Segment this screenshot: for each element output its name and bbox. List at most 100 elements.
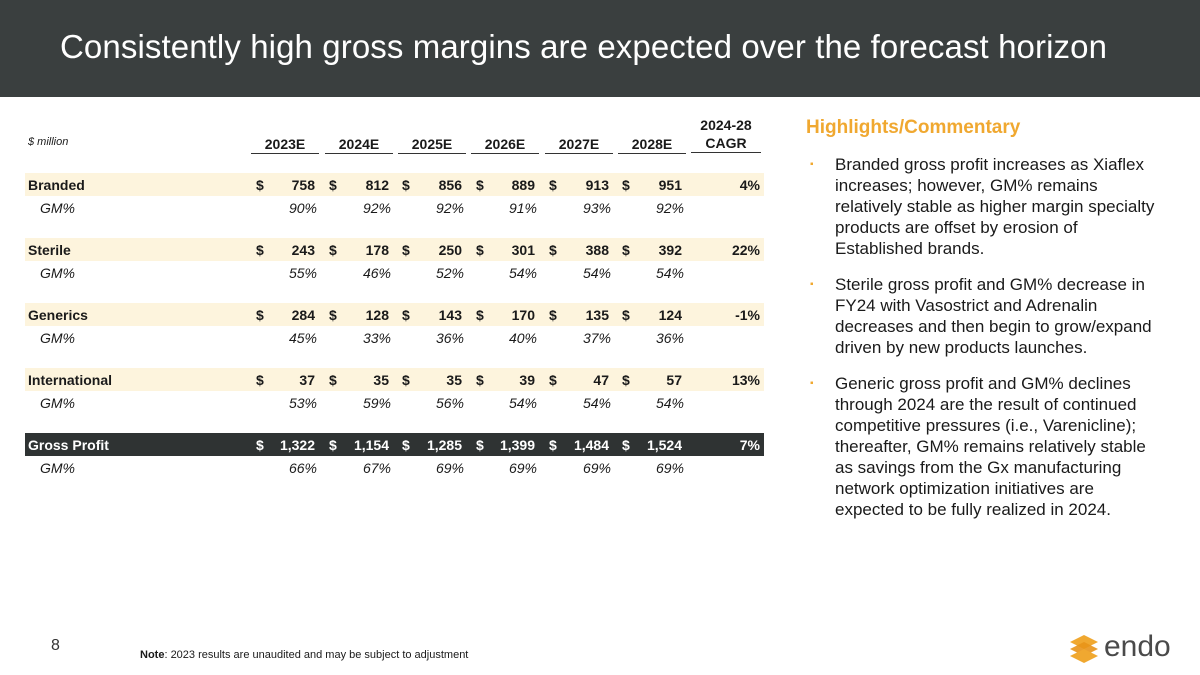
table-row: Gross Profit $1,322 $1,154 $1,285 $1,399 $1,4… xyxy=(25,433,764,456)
gm-value: 56% xyxy=(435,395,464,411)
table-header: $ million 2024-28 CAGR 2023E 2024E 2025E 20… xyxy=(25,110,764,154)
gm-label: GM% xyxy=(40,460,75,476)
cagr-header-line2: CAGR xyxy=(705,135,747,151)
currency-symbol: $ xyxy=(476,372,484,388)
gm-value: 54% xyxy=(655,265,684,281)
row-spacer xyxy=(25,349,764,368)
currency-symbol: $ xyxy=(329,307,337,323)
table-row: Sterile $243 $178 $250 $301 $388 $392 22% xyxy=(25,238,764,261)
gross-profit-table: $ million 2024-28 CAGR 2023E 2024E 2025E 20… xyxy=(25,110,764,479)
gm-value: 67% xyxy=(362,460,391,476)
gm-value: 92% xyxy=(362,200,391,216)
cagr-value: -1% xyxy=(735,307,760,323)
cell-value: 392 xyxy=(658,242,682,258)
gm-row: GM% 66% 67% 69% 69% 69% 69% xyxy=(25,456,764,479)
cell-value: 1,322 xyxy=(279,437,315,453)
currency-symbol: $ xyxy=(256,372,264,388)
currency-symbol: $ xyxy=(402,242,410,258)
gm-row: GM% 55% 46% 52% 54% 54% 54% xyxy=(25,261,764,284)
cell-value: 47 xyxy=(593,372,609,388)
cell-value: 758 xyxy=(291,177,315,193)
currency-symbol: $ xyxy=(622,242,630,258)
cell-value: 1,285 xyxy=(426,437,462,453)
currency-symbol: $ xyxy=(549,242,557,258)
gm-value: 33% xyxy=(362,330,391,346)
cagr-header: 2024-28 CAGR xyxy=(691,116,761,153)
row-label: Gross Profit xyxy=(28,437,109,453)
gm-label: GM% xyxy=(40,395,75,411)
cell-value: 124 xyxy=(658,307,682,323)
gm-value: 90% xyxy=(288,200,317,216)
cell-value: 178 xyxy=(365,242,389,258)
bullet-text: Generic gross profit and GM% declines th… xyxy=(835,374,1146,519)
cell-value: 1,524 xyxy=(646,437,682,453)
gm-label: GM% xyxy=(40,265,75,281)
footnote: Note: 2023 results are unaudited and may… xyxy=(140,649,468,661)
cagr-value: 13% xyxy=(731,372,760,388)
gm-value: 36% xyxy=(435,330,464,346)
footnote-text: : 2023 results are unaudited and may be … xyxy=(164,649,469,661)
year-header: 2025E xyxy=(398,136,466,154)
gm-value: 69% xyxy=(582,460,611,476)
commentary-bullet: ▪ Generic gross profit and GM% declines … xyxy=(806,373,1166,520)
gm-value: 92% xyxy=(435,200,464,216)
endo-logo: endo xyxy=(1068,630,1178,666)
row-spacer xyxy=(25,414,764,433)
cell-value: 913 xyxy=(585,177,609,193)
gm-value: 45% xyxy=(288,330,317,346)
cell-value: 951 xyxy=(658,177,682,193)
row-label: Sterile xyxy=(28,242,71,258)
currency-symbol: $ xyxy=(329,242,337,258)
currency-symbol: $ xyxy=(476,177,484,193)
row-spacer xyxy=(25,284,764,303)
gm-row: GM% 90% 92% 92% 91% 93% 92% xyxy=(25,196,764,219)
currency-symbol: $ xyxy=(329,177,337,193)
gm-value: 54% xyxy=(508,265,537,281)
cell-value: 39 xyxy=(519,372,535,388)
gm-value: 55% xyxy=(288,265,317,281)
row-label: Branded xyxy=(28,177,85,193)
gm-label: GM% xyxy=(40,330,75,346)
year-header: 2027E xyxy=(545,136,613,154)
table-body: Branded $758 $812 $856 $889 $913 $951 4% GM% 90% 9… xyxy=(25,154,764,479)
units-label: $ million xyxy=(28,136,69,148)
currency-symbol: $ xyxy=(549,177,557,193)
currency-symbol: $ xyxy=(476,242,484,258)
year-header: 2023E xyxy=(251,136,319,154)
cell-value: 143 xyxy=(438,307,462,323)
gm-value: 52% xyxy=(435,265,464,281)
endo-logo-icon xyxy=(1070,635,1098,663)
gm-value: 69% xyxy=(655,460,684,476)
currency-symbol: $ xyxy=(329,372,337,388)
cell-value: 128 xyxy=(365,307,389,323)
cell-value: 812 xyxy=(365,177,389,193)
cell-value: 170 xyxy=(511,307,535,323)
commentary-bullet: ▪ Sterile gross profit and GM% decrease … xyxy=(806,274,1166,358)
year-header: 2026E xyxy=(471,136,539,154)
cagr-value: 4% xyxy=(739,177,760,193)
row-label: International xyxy=(28,372,113,388)
cell-value: 35 xyxy=(373,372,389,388)
gm-value: 36% xyxy=(655,330,684,346)
cagr-value: 7% xyxy=(739,437,760,453)
cell-value: 57 xyxy=(666,372,682,388)
currency-symbol: $ xyxy=(476,437,484,453)
gm-value: 54% xyxy=(655,395,684,411)
currency-symbol: $ xyxy=(622,437,630,453)
cell-value: 37 xyxy=(299,372,315,388)
currency-symbol: $ xyxy=(256,437,264,453)
cell-value: 388 xyxy=(585,242,609,258)
cell-value: 135 xyxy=(585,307,609,323)
gm-value: 66% xyxy=(288,460,317,476)
gm-value: 92% xyxy=(655,200,684,216)
gm-value: 53% xyxy=(288,395,317,411)
logo-wordmark: endo xyxy=(1104,630,1171,663)
bullet-marker-icon: ▪ xyxy=(810,279,814,290)
table-row: Branded $758 $812 $856 $889 $913 $951 4% xyxy=(25,173,764,196)
currency-symbol: $ xyxy=(622,307,630,323)
gm-value: 59% xyxy=(362,395,391,411)
cagr-header-line1: 2024-28 xyxy=(700,117,752,133)
currency-symbol: $ xyxy=(256,177,264,193)
bullet-text: Branded gross profit increases as Xiafle… xyxy=(835,155,1155,258)
cell-value: 250 xyxy=(438,242,462,258)
